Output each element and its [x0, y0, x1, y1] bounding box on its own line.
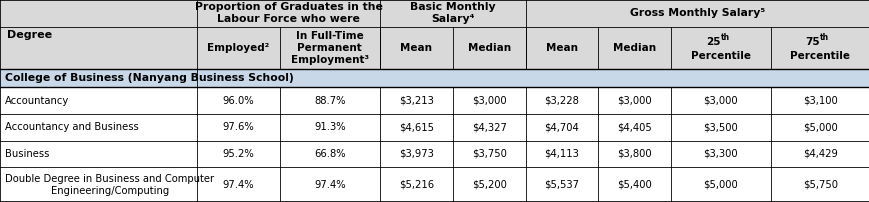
Text: 96.0%: 96.0% [222, 96, 254, 105]
Text: Double Degree in Business and Computer
Engineering/Computing: Double Degree in Business and Computer E… [5, 174, 214, 196]
Text: Mean: Mean [546, 43, 577, 53]
Text: Proportion of Graduates in the
Labour Force who were: Proportion of Graduates in the Labour Fo… [195, 2, 382, 24]
Text: 25: 25 [706, 37, 720, 47]
Text: Business: Business [5, 149, 50, 159]
Text: 97.4%: 97.4% [222, 180, 254, 190]
Bar [0, 0, 869, 69]
Text: $5,000: $5,000 [802, 122, 837, 132]
Text: Mean: Mean [400, 43, 432, 53]
Text: Percentile: Percentile [690, 50, 750, 61]
Text: $5,000: $5,000 [703, 180, 738, 190]
Text: 66.8%: 66.8% [314, 149, 345, 159]
Text: $3,000: $3,000 [703, 96, 737, 105]
Text: $4,615: $4,615 [398, 122, 434, 132]
Text: $5,537: $5,537 [544, 180, 579, 190]
Text: $4,405: $4,405 [617, 122, 652, 132]
Text: 97.4%: 97.4% [314, 180, 345, 190]
Text: Median: Median [613, 43, 655, 53]
Text: 95.2%: 95.2% [222, 149, 254, 159]
Text: 88.7%: 88.7% [314, 96, 345, 105]
Text: th: th [720, 33, 729, 42]
Text: Accountancy and Business: Accountancy and Business [5, 122, 139, 132]
Text: $5,200: $5,200 [471, 180, 506, 190]
Text: $5,400: $5,400 [617, 180, 652, 190]
Text: $3,973: $3,973 [399, 149, 434, 159]
Text: $3,000: $3,000 [617, 96, 651, 105]
Text: $3,000: $3,000 [471, 96, 506, 105]
Text: 75: 75 [805, 37, 819, 47]
Text: Percentile: Percentile [789, 50, 849, 61]
Text: $3,300: $3,300 [703, 149, 737, 159]
Bar [0, 69, 869, 87]
Text: $3,213: $3,213 [399, 96, 434, 105]
Bar [0, 87, 869, 114]
Text: 97.6%: 97.6% [222, 122, 254, 132]
Text: th: th [819, 33, 828, 42]
Text: Accountancy: Accountancy [5, 96, 70, 105]
Text: $3,750: $3,750 [471, 149, 506, 159]
Text: College of Business (Nanyang Business School): College of Business (Nanyang Business Sc… [5, 73, 294, 83]
Text: $4,429: $4,429 [802, 149, 837, 159]
Text: Employed²: Employed² [207, 43, 269, 53]
Text: Median: Median [467, 43, 510, 53]
Text: 91.3%: 91.3% [314, 122, 345, 132]
Bar [0, 167, 869, 202]
Text: In Full-Time
Permanent
Employment³: In Full-Time Permanent Employment³ [290, 31, 368, 65]
Text: $3,500: $3,500 [703, 122, 738, 132]
Text: $3,100: $3,100 [802, 96, 837, 105]
Text: $3,228: $3,228 [544, 96, 579, 105]
Bar [0, 141, 869, 167]
Text: Degree: Degree [7, 30, 52, 40]
Text: $4,327: $4,327 [471, 122, 506, 132]
Text: Gross Monthly Salary⁵: Gross Monthly Salary⁵ [629, 8, 765, 18]
Text: $3,800: $3,800 [617, 149, 651, 159]
Bar [0, 114, 869, 141]
Text: $4,704: $4,704 [544, 122, 579, 132]
Text: $5,750: $5,750 [802, 180, 837, 190]
Text: $5,216: $5,216 [398, 180, 434, 190]
Text: Basic Monthly
Salary⁴: Basic Monthly Salary⁴ [409, 2, 495, 24]
Text: $4,113: $4,113 [544, 149, 579, 159]
